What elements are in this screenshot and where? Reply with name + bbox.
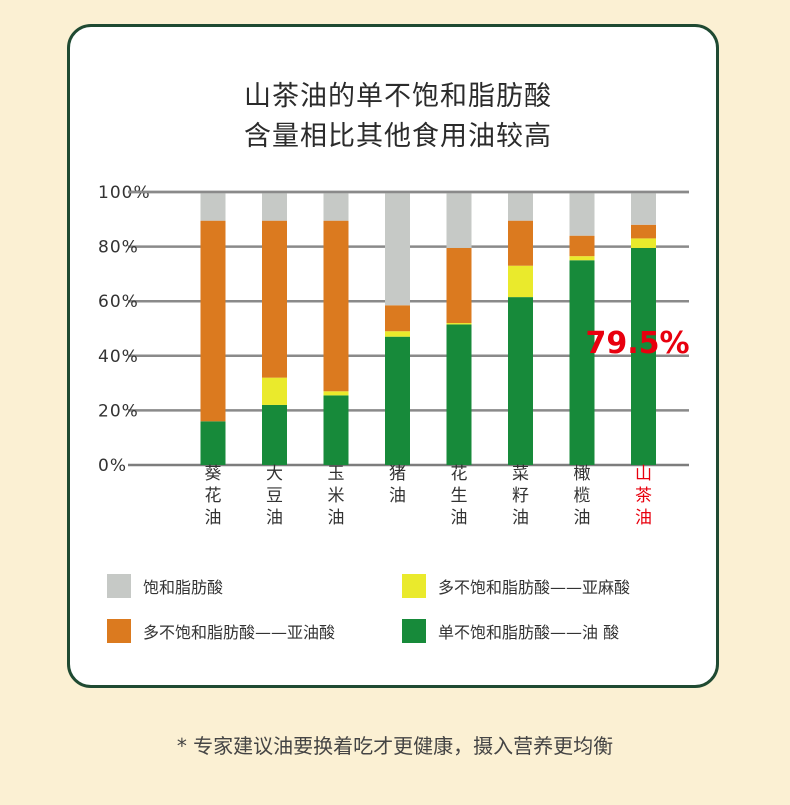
x-tick-label: 葵花油	[205, 464, 222, 527]
legend-item-linolenic: 多不饱和脂肪酸——亚麻酸	[402, 572, 630, 600]
bar-segment	[508, 220, 533, 266]
bar-segment	[569, 235, 595, 257]
bar-segment	[446, 323, 472, 325]
bar-segment	[569, 260, 595, 465]
legend-swatch	[402, 574, 426, 598]
y-tick-label: 0%	[98, 456, 127, 476]
bar-segment	[631, 192, 656, 225]
bar-segment	[323, 192, 349, 221]
bar-segment	[569, 256, 595, 261]
chart-title-line-1: 山茶油的单不饱和脂肪酸	[244, 81, 552, 112]
bar-segment	[631, 224, 656, 239]
legend-item-oleic: 单不饱和脂肪酸——油 酸	[402, 617, 619, 645]
x-tick-label: 橄榄油	[574, 464, 591, 527]
bar-segment	[446, 247, 472, 324]
x-tick-label: 山茶油	[635, 464, 652, 527]
bar-segment	[262, 220, 287, 378]
bar-segment	[446, 324, 472, 465]
bar-segment	[262, 377, 287, 405]
data-label-annotation: 79.5%	[585, 326, 689, 361]
legend-swatch	[402, 619, 426, 643]
bar-segment	[200, 421, 226, 465]
bar-segment	[200, 220, 226, 422]
bar-segment	[323, 395, 349, 465]
legend-label: 饱和脂肪酸	[143, 578, 224, 597]
chart-card: 山茶油的单不饱和脂肪酸 含量相比其他食用油较高 0% 20% 40% 60% 80% 10…	[67, 24, 719, 688]
bar-segment	[631, 247, 656, 465]
legend-item-linoleic: 多不饱和脂肪酸——亚油酸	[107, 617, 335, 645]
bar-segment	[508, 297, 533, 465]
legend-label: 多不饱和脂肪酸——亚油酸	[143, 623, 336, 642]
footnote: * 专家建议油要换着吃才更健康，摄入营养更均衡	[176, 734, 614, 758]
chart-title-line-2: 含量相比其他食用油较高	[244, 121, 552, 152]
bar-segment	[631, 238, 656, 248]
bar-segment	[446, 192, 472, 248]
bar-segment	[262, 404, 287, 465]
x-tick-label: 玉米油	[328, 464, 345, 527]
bar-segment	[569, 192, 595, 236]
legend-item-saturated: 饱和脂肪酸	[107, 572, 223, 600]
legend-label: 多不饱和脂肪酸——亚麻酸	[438, 578, 631, 597]
bar-segment	[385, 305, 410, 332]
y-tick-label: 20%	[98, 401, 139, 421]
bar-segment	[262, 192, 287, 221]
y-tick-label: 100%	[98, 183, 151, 203]
stacked-bar-chart: 0% 20% 40% 60% 80% 100% 葵花油 大豆油 玉米油 猪油 花生油 菜籽油 橄榄油 山茶…	[98, 183, 690, 527]
y-tick-label: 40%	[98, 347, 139, 367]
bar-segment	[385, 336, 410, 465]
y-tick-label: 80%	[98, 238, 139, 258]
bar-segment	[508, 192, 533, 221]
bar-segment	[385, 192, 410, 306]
legend-swatch	[107, 574, 131, 598]
x-tick-label: 花生油	[451, 464, 468, 527]
bar-segment	[323, 391, 349, 396]
legend-label: 单不饱和脂肪酸——油 酸	[438, 623, 620, 642]
bar-segment	[385, 331, 410, 337]
legend-swatch	[107, 619, 131, 643]
x-tick-label: 大豆油	[266, 464, 283, 527]
bar-segment	[323, 220, 349, 392]
y-tick-label: 60%	[98, 292, 139, 312]
bar-segment	[200, 192, 226, 221]
x-tick-label: 猪油	[389, 464, 406, 506]
bar-segment	[508, 265, 533, 298]
x-tick-label: 菜籽油	[512, 464, 529, 527]
